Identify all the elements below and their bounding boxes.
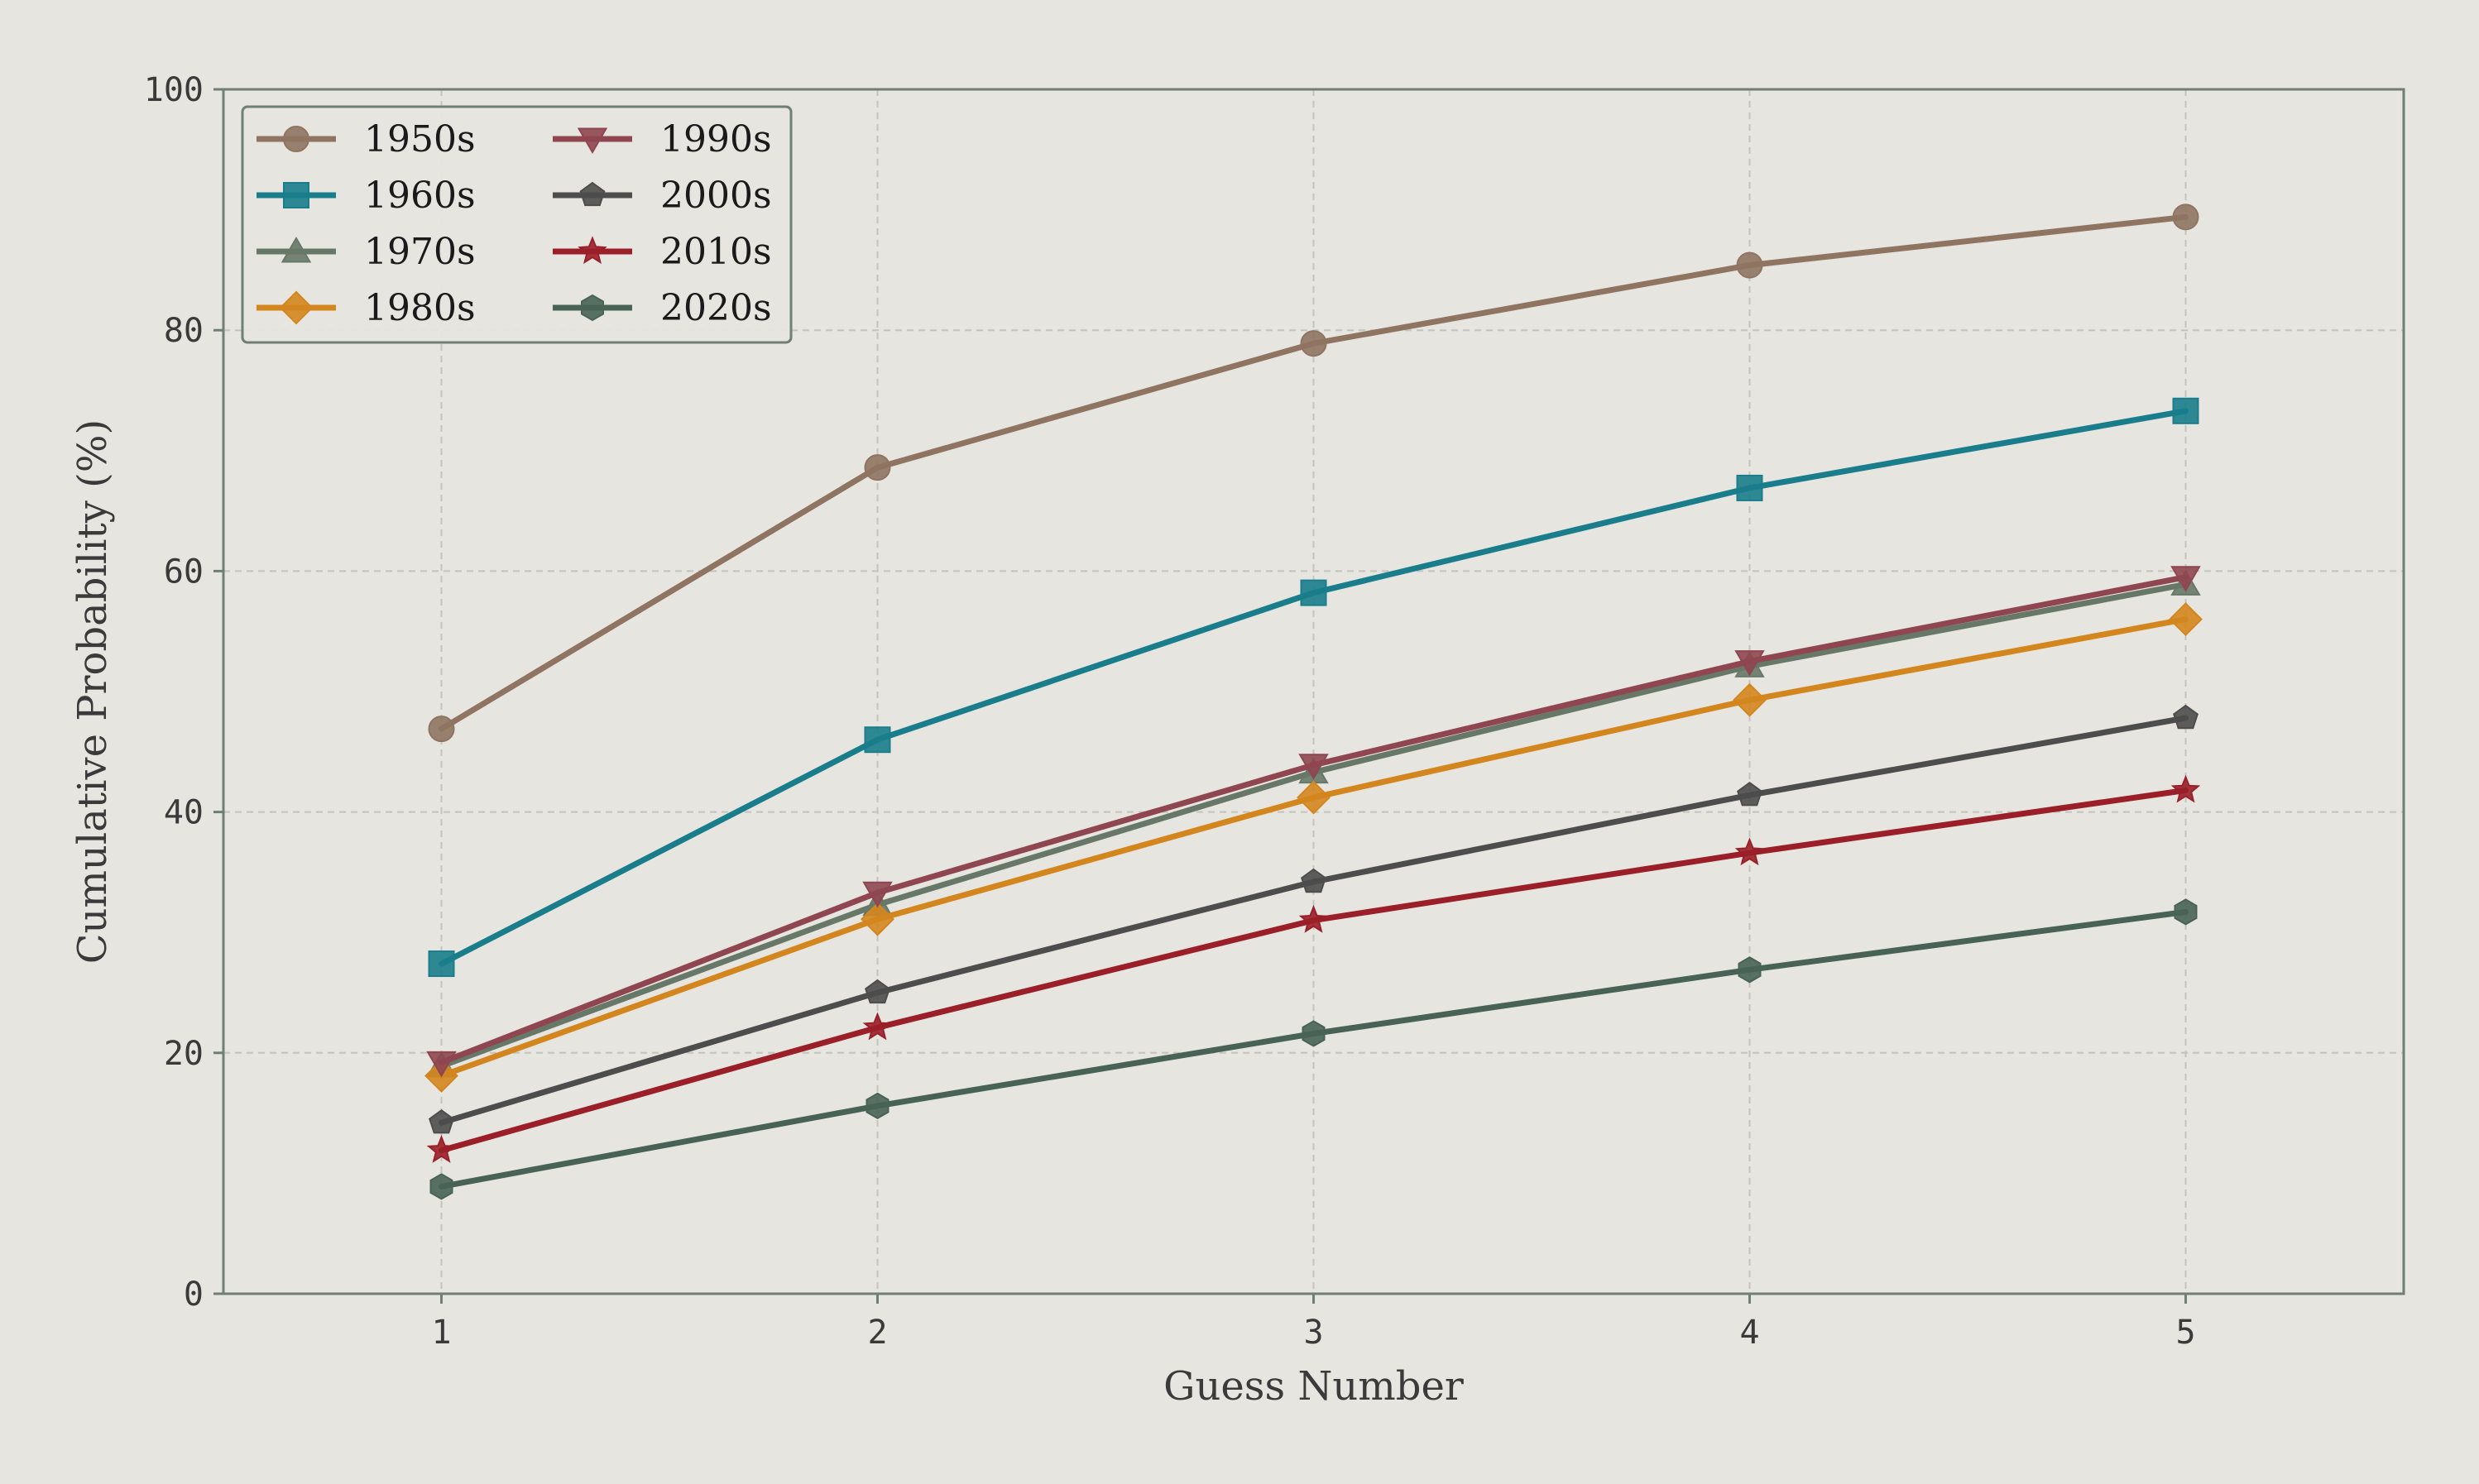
legend-item-2020s: 2020s [553, 287, 772, 329]
y-tick-label: 20 [164, 1035, 204, 1073]
legend-label: 1980s [364, 287, 476, 329]
legend-item-2010s: 2010s [553, 231, 772, 273]
y-tick-label: 60 [164, 553, 204, 591]
legend-box [241, 105, 793, 344]
data-point-2020s-3 [1302, 1020, 1326, 1047]
legend-label: 1950s [364, 118, 476, 160]
y-tick-label: 80 [164, 312, 204, 350]
data-point-2000s-1 [429, 1108, 454, 1134]
legend-marker-2020s [581, 294, 604, 322]
legend-label: 1960s [364, 175, 476, 217]
x-tick-label: 4 [1739, 1314, 1759, 1352]
data-point-1980s-3 [1297, 780, 1331, 815]
legend-item-1960s: 1960s [257, 175, 476, 217]
legend-item-2000s: 2000s [553, 175, 772, 217]
data-point-2020s-4 [1738, 956, 1762, 984]
legend-marker-1960s [283, 182, 309, 208]
data-point-1990s-5 [2170, 566, 2201, 592]
data-point-1950s-2 [864, 454, 891, 481]
data-point-2020s-2 [865, 1092, 889, 1120]
data-point-1980s-4 [1733, 682, 1767, 717]
data-point-2010s-1 [426, 1134, 457, 1163]
legend-marker-1970s [281, 237, 312, 263]
x-tick-label: 2 [867, 1314, 887, 1352]
y-axis-label: Cumulative Probability (%) [70, 419, 116, 964]
data-point-2000s-2 [865, 979, 890, 1004]
legend-marker-2010s [578, 236, 607, 265]
legend-marker-1990s [577, 127, 608, 154]
data-point-1960s-2 [864, 726, 891, 754]
data-point-1960s-5 [2172, 397, 2199, 424]
data-point-2020s-5 [2174, 898, 2198, 926]
legend-label: 2000s [660, 175, 772, 217]
series-2010s [426, 774, 2201, 1163]
data-point-2010s-5 [2170, 774, 2201, 803]
series-1990s [426, 566, 2201, 1078]
legend-label: 1970s [364, 231, 476, 273]
data-point-2000s-5 [2173, 704, 2198, 730]
data-point-1950s-4 [1736, 251, 1763, 279]
y-tick-label: 0 [184, 1276, 204, 1314]
data-point-2000s-3 [1301, 868, 1326, 893]
data-point-1980s-2 [861, 902, 894, 936]
legend-label: 2020s [660, 287, 772, 329]
legend-item-1970s: 1970s [257, 231, 476, 273]
x-tick-label: 5 [2175, 1314, 2195, 1352]
y-tick-label: 40 [164, 794, 204, 832]
series-layer [424, 203, 2203, 1200]
data-point-2020s-1 [429, 1173, 453, 1200]
x-tick-label: 1 [431, 1314, 451, 1352]
legend: 1950s 1960s 1970s 1980s 1990s 2000s 2010s 2020s [241, 105, 793, 344]
x-axis-label: Guess Number [1163, 1363, 1464, 1410]
data-point-1950s-1 [428, 716, 455, 743]
data-point-2010s-3 [1298, 904, 1329, 933]
legend-item-1950s: 1950s [257, 118, 476, 160]
legend-marker-1950s [283, 126, 309, 152]
data-point-1950s-3 [1300, 330, 1327, 357]
data-point-1990s-1 [426, 1051, 457, 1078]
series-2020s [429, 898, 2198, 1200]
series-2000s [429, 704, 2198, 1134]
data-point-1960s-4 [1736, 474, 1763, 501]
data-point-1950s-5 [2172, 203, 2199, 231]
legend-label: 2010s [660, 231, 772, 273]
legend-label: 1990s [660, 118, 772, 160]
legend-marker-1980s [279, 290, 314, 325]
data-point-2000s-4 [1737, 781, 1762, 807]
data-point-1980s-5 [2169, 602, 2203, 637]
data-point-1990s-2 [862, 881, 893, 908]
data-point-1960s-1 [428, 950, 455, 978]
legend-item-1980s: 1980s [257, 287, 476, 329]
series-1960s [428, 397, 2199, 978]
series-1950s [428, 203, 2199, 743]
data-point-2010s-4 [1734, 837, 1765, 866]
data-point-1990s-3 [1298, 754, 1329, 780]
data-point-1960s-3 [1300, 579, 1327, 606]
axis-ticks: 1 2 3 4 5 0 20 40 60 80 100 [144, 71, 2196, 1352]
legend-item-1990s: 1990s [553, 118, 772, 160]
data-point-1990s-4 [1734, 650, 1765, 677]
data-point-2010s-2 [862, 1012, 893, 1041]
y-tick-label: 100 [144, 71, 204, 109]
legend-marker-2000s [579, 181, 606, 207]
x-tick-label: 3 [1303, 1314, 1323, 1352]
